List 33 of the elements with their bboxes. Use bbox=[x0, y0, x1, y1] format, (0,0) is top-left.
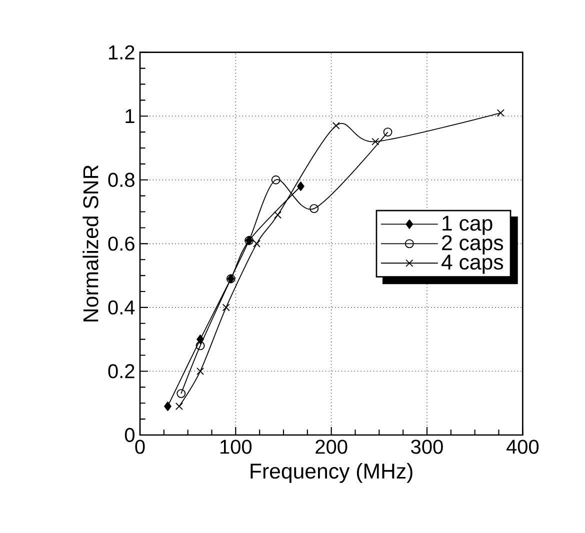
y-tick-label: 0.6 bbox=[108, 236, 134, 251]
x-axis-title: Frequency (MHz) bbox=[250, 463, 412, 483]
point bbox=[297, 182, 304, 192]
point bbox=[274, 211, 282, 219]
y-tick-label: 1 bbox=[126, 109, 134, 123]
x-tick-label: 100 bbox=[220, 440, 252, 454]
x-tick-label: 200 bbox=[316, 440, 348, 454]
y-tick-label: 0 bbox=[124, 428, 134, 442]
point bbox=[332, 122, 340, 130]
y-tick-label: 0.2 bbox=[108, 364, 134, 378]
point bbox=[176, 389, 186, 398]
legend-label: 2 caps bbox=[442, 235, 504, 255]
point bbox=[175, 402, 183, 410]
legend-label: 4 caps bbox=[441, 254, 504, 274]
point bbox=[383, 128, 392, 137]
y-tick-label: 0.4 bbox=[108, 300, 135, 315]
x-tick-label: 400 bbox=[506, 440, 539, 454]
point bbox=[310, 204, 319, 214]
y-tick-label: 1.2 bbox=[109, 45, 134, 60]
point bbox=[271, 175, 280, 184]
point bbox=[164, 402, 172, 412]
point bbox=[496, 109, 504, 117]
point bbox=[196, 341, 205, 350]
legend-label: 1 cap bbox=[442, 216, 492, 235]
x-tick-label: 0 bbox=[135, 440, 145, 454]
x-tick-label: 300 bbox=[411, 440, 443, 454]
point bbox=[196, 334, 204, 344]
point bbox=[222, 304, 230, 312]
point bbox=[196, 367, 204, 375]
point bbox=[252, 240, 260, 248]
y-axis-title: Normalized SNR bbox=[82, 165, 98, 322]
y-tick-label: 0.8 bbox=[108, 172, 134, 187]
point bbox=[372, 138, 380, 146]
